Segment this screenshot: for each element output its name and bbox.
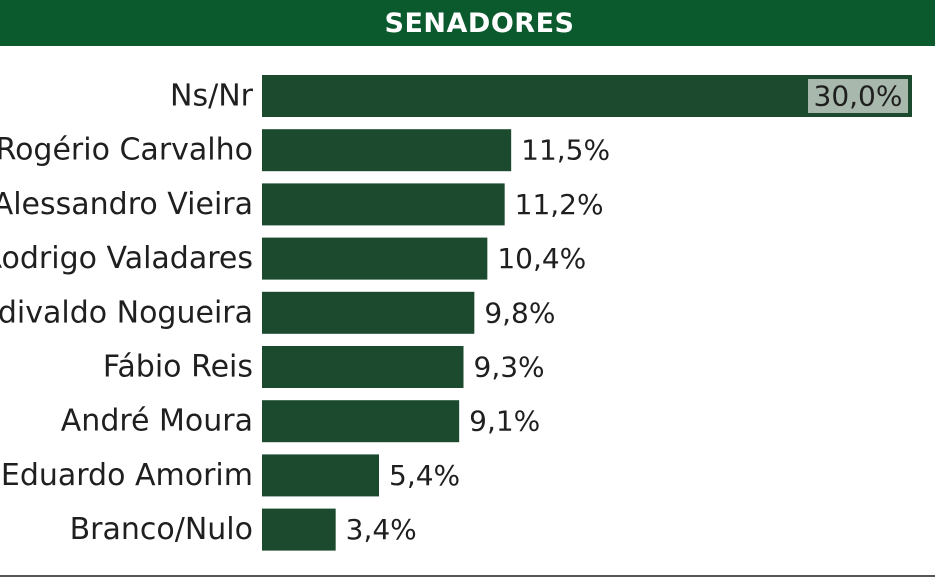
value-label: 5,4% — [389, 459, 460, 492]
bar — [262, 454, 379, 497]
bar — [262, 129, 512, 172]
value-label-highlight — [808, 79, 908, 113]
value-label: 11,5% — [521, 134, 610, 167]
chart-header: SENADORES — [0, 0, 935, 46]
chart-title: SENADORES — [384, 7, 575, 39]
bar — [262, 237, 488, 280]
bar — [262, 346, 464, 388]
bar — [262, 291, 475, 334]
value-label: 10,4% — [497, 242, 586, 275]
value-label: 30,0% — [814, 80, 903, 113]
bar — [262, 400, 460, 443]
value-label: 11,2% — [515, 188, 604, 221]
value-label: 9,3% — [474, 351, 545, 384]
category-label: Alessandro Vieira — [0, 187, 253, 222]
category-label: Edivaldo Nogueira — [0, 295, 253, 330]
bar — [262, 183, 505, 226]
bar — [262, 508, 336, 551]
value-label: 9,8% — [484, 296, 555, 329]
category-label: Fábio Reis — [103, 350, 253, 385]
category-label: Ns/Nr — [170, 79, 254, 114]
category-label: Rogério Carvalho — [0, 133, 253, 168]
bottom-divider — [0, 575, 935, 577]
category-label: André Moura — [61, 404, 253, 439]
category-label: Rodrigo Valadares — [0, 241, 253, 276]
category-label: Eduardo Amorim — [1, 458, 253, 493]
bar — [262, 75, 912, 117]
value-label: 3,4% — [346, 513, 417, 546]
value-label: 9,1% — [469, 405, 540, 438]
category-label: Branco/Nulo — [70, 512, 253, 547]
